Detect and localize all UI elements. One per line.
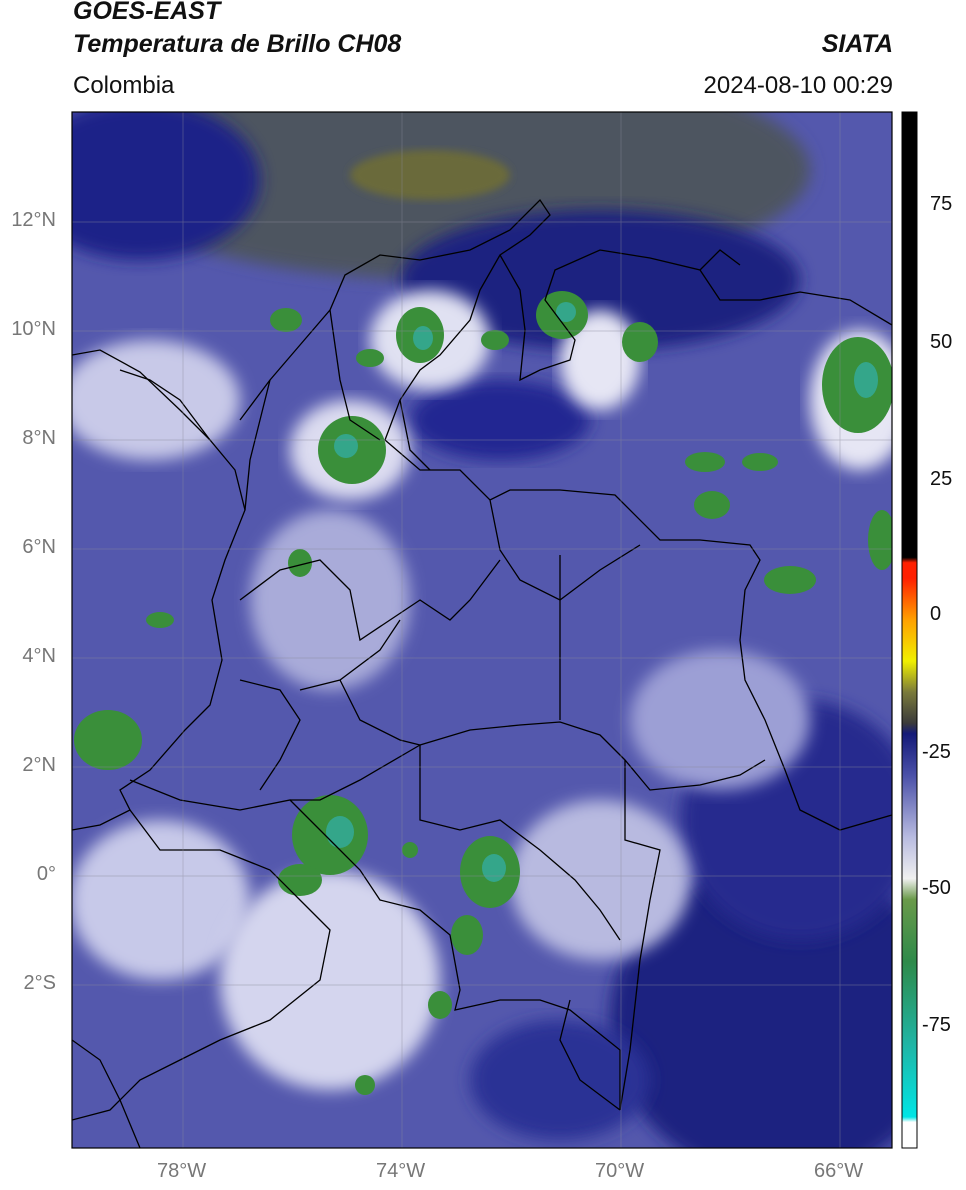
country-borders [72,198,892,1148]
satellite-title: GOES-EAST [73,0,221,25]
colorbar-label: 50 [930,331,953,353]
lat-label: 4°N [22,645,56,667]
region-label: Colombia [73,72,175,99]
lon-label: 66°W [814,1160,864,1182]
agency-label: SIATA [821,30,893,58]
colorbar-label: 75 [930,193,953,215]
product-title: Temperatura de Brillo CH08 [73,30,402,58]
map-imagery [72,112,892,1148]
colorbar-label: -50 [922,877,951,899]
map-frame [71,111,893,1149]
lat-label: 8°N [22,427,56,449]
lat-label: 6°N [22,536,56,558]
lon-label: 70°W [595,1160,645,1182]
graticule [72,112,892,1148]
lat-label: 12°N [11,209,56,231]
lat-label: 0° [36,863,56,885]
colorbar-label: -75 [922,1014,951,1036]
lat-label: 2°S [23,972,56,994]
lon-label: 74°W [376,1160,426,1182]
colorbar [901,111,918,1149]
lon-label: 78°W [157,1160,207,1182]
timestamp-label: 2024-08-10 00:29 [703,72,894,99]
colorbar-label: -25 [922,741,951,763]
lat-label: 2°N [22,754,56,776]
colorbar-label: 25 [930,468,953,490]
lat-label: 10°N [11,318,56,340]
colorbar-label: 0 [930,603,942,625]
